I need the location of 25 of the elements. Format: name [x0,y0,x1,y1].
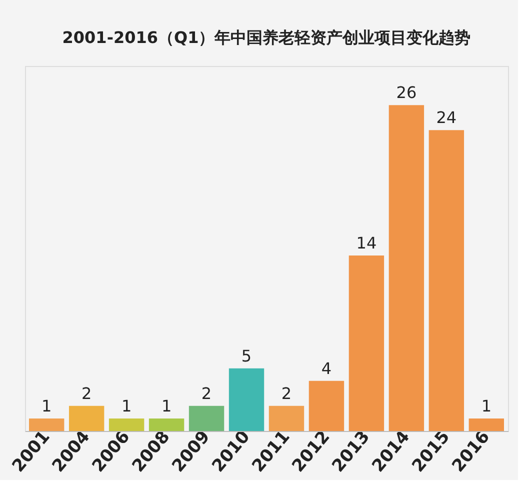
data-label: 5 [241,346,252,366]
data-label: 24 [436,108,457,128]
chart-title: 2001-2016（Q1）年中国养老轻资产创业项目变化趋势 [62,28,471,47]
bar [228,368,264,431]
bar [308,380,344,431]
data-label: 1 [481,396,492,416]
data-label: 2 [281,384,292,403]
data-label: 1 [41,396,52,416]
bar [68,406,104,431]
data-label: 26 [396,83,417,102]
bar [428,130,464,431]
data-label: 2 [201,384,212,403]
data-label: 14 [356,234,377,253]
bar [388,105,424,431]
data-label: 4 [321,358,332,378]
bar [108,418,144,431]
data-label: 1 [161,396,172,416]
bar [29,418,64,431]
data-label: 2 [81,384,92,403]
bar [188,406,224,431]
bar [268,406,304,431]
bar [348,256,384,431]
bar [468,418,504,431]
bar [148,418,184,431]
data-label: 1 [121,396,132,416]
